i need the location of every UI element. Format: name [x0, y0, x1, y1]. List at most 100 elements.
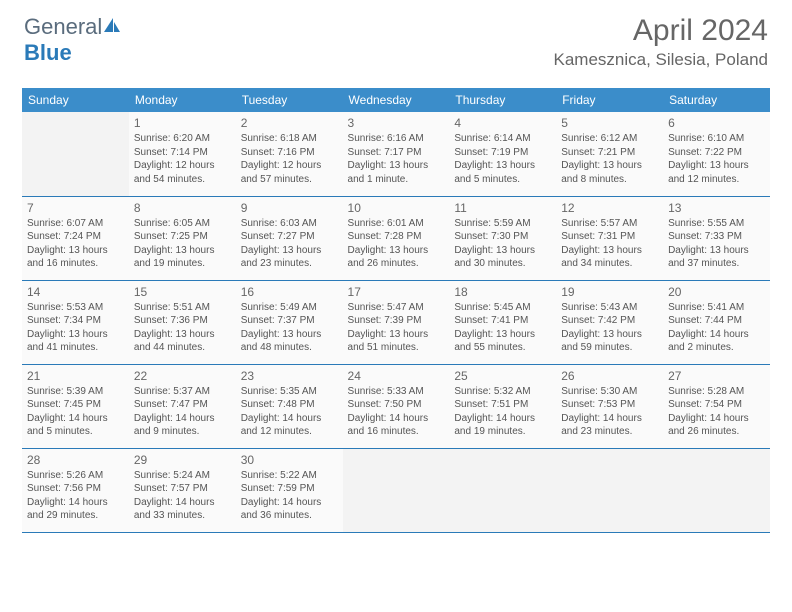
day-info-line: Sunset: 7:48 PM: [241, 398, 338, 412]
day-info-line: Daylight: 13 hours: [348, 244, 445, 258]
day-info-line: Sunset: 7:24 PM: [27, 230, 124, 244]
day-info-line: Daylight: 13 hours: [241, 244, 338, 258]
day-number: 2: [241, 115, 338, 131]
day-number: 17: [348, 284, 445, 300]
day-number: 1: [134, 115, 231, 131]
day-info-line: Daylight: 13 hours: [241, 328, 338, 342]
day-info-line: Sunrise: 6:03 AM: [241, 217, 338, 231]
calendar-day: 1Sunrise: 6:20 AMSunset: 7:14 PMDaylight…: [129, 112, 236, 196]
day-info-line: and 16 minutes.: [27, 257, 124, 271]
day-info-line: and 23 minutes.: [561, 425, 658, 439]
weekday-header: Sunday: [22, 88, 129, 112]
day-info-line: and 12 minutes.: [668, 173, 765, 187]
calendar-week: 21Sunrise: 5:39 AMSunset: 7:45 PMDayligh…: [22, 364, 770, 448]
logo-text: GeneralBlue: [24, 14, 122, 66]
calendar-day: 17Sunrise: 5:47 AMSunset: 7:39 PMDayligh…: [343, 280, 450, 364]
day-info-line: Daylight: 13 hours: [134, 328, 231, 342]
day-number: 4: [454, 115, 551, 131]
day-info-line: Daylight: 14 hours: [134, 412, 231, 426]
day-info-line: Sunrise: 5:32 AM: [454, 385, 551, 399]
day-info-line: Sunrise: 6:18 AM: [241, 132, 338, 146]
weekday-header: Friday: [556, 88, 663, 112]
calendar-day: 3Sunrise: 6:16 AMSunset: 7:17 PMDaylight…: [343, 112, 450, 196]
calendar-day: 19Sunrise: 5:43 AMSunset: 7:42 PMDayligh…: [556, 280, 663, 364]
calendar-day: 8Sunrise: 6:05 AMSunset: 7:25 PMDaylight…: [129, 196, 236, 280]
day-info-line: and 36 minutes.: [241, 509, 338, 523]
day-info-line: Sunset: 7:59 PM: [241, 482, 338, 496]
calendar-day: 2Sunrise: 6:18 AMSunset: 7:16 PMDaylight…: [236, 112, 343, 196]
day-info-line: Sunrise: 6:16 AM: [348, 132, 445, 146]
day-info-line: Daylight: 13 hours: [668, 159, 765, 173]
day-info-line: Sunrise: 6:20 AM: [134, 132, 231, 146]
calendar-day: 12Sunrise: 5:57 AMSunset: 7:31 PMDayligh…: [556, 196, 663, 280]
weekday-header: Wednesday: [343, 88, 450, 112]
day-number: 23: [241, 368, 338, 384]
calendar-day: 26Sunrise: 5:30 AMSunset: 7:53 PMDayligh…: [556, 364, 663, 448]
header: GeneralBlue April 2024 Kamesznica, Siles…: [0, 0, 792, 76]
day-info-line: Sunrise: 5:26 AM: [27, 469, 124, 483]
day-info-line: Daylight: 14 hours: [454, 412, 551, 426]
calendar-empty: [663, 448, 770, 532]
day-info-line: Daylight: 13 hours: [454, 159, 551, 173]
day-number: 20: [668, 284, 765, 300]
day-info-line: and 54 minutes.: [134, 173, 231, 187]
day-info-line: and 26 minutes.: [668, 425, 765, 439]
day-number: 28: [27, 452, 124, 468]
calendar-day: 11Sunrise: 5:59 AMSunset: 7:30 PMDayligh…: [449, 196, 556, 280]
day-number: 11: [454, 200, 551, 216]
calendar-day: 18Sunrise: 5:45 AMSunset: 7:41 PMDayligh…: [449, 280, 556, 364]
day-number: 29: [134, 452, 231, 468]
day-info-line: and 16 minutes.: [348, 425, 445, 439]
day-info-line: Sunset: 7:34 PM: [27, 314, 124, 328]
title-block: April 2024 Kamesznica, Silesia, Poland: [553, 14, 768, 70]
day-info-line: Sunrise: 5:51 AM: [134, 301, 231, 315]
day-info-line: and 5 minutes.: [27, 425, 124, 439]
day-info-line: and 26 minutes.: [348, 257, 445, 271]
day-info-line: Daylight: 14 hours: [668, 328, 765, 342]
calendar-empty: [556, 448, 663, 532]
day-number: 8: [134, 200, 231, 216]
day-info-line: and 34 minutes.: [561, 257, 658, 271]
day-info-line: Sunset: 7:36 PM: [134, 314, 231, 328]
day-info-line: Daylight: 14 hours: [668, 412, 765, 426]
calendar-day: 28Sunrise: 5:26 AMSunset: 7:56 PMDayligh…: [22, 448, 129, 532]
day-number: 13: [668, 200, 765, 216]
day-info-line: Sunset: 7:45 PM: [27, 398, 124, 412]
day-info-line: and 29 minutes.: [27, 509, 124, 523]
day-info-line: Daylight: 13 hours: [668, 244, 765, 258]
day-number: 22: [134, 368, 231, 384]
day-info-line: Sunrise: 5:45 AM: [454, 301, 551, 315]
day-number: 26: [561, 368, 658, 384]
day-number: 18: [454, 284, 551, 300]
page-title: April 2024: [553, 14, 768, 48]
day-info-line: Daylight: 14 hours: [241, 412, 338, 426]
weekday-row: SundayMondayTuesdayWednesdayThursdayFrid…: [22, 88, 770, 112]
day-info-line: Daylight: 14 hours: [241, 496, 338, 510]
day-info-line: and 19 minutes.: [454, 425, 551, 439]
day-info-line: Sunrise: 5:37 AM: [134, 385, 231, 399]
calendar-day: 9Sunrise: 6:03 AMSunset: 7:27 PMDaylight…: [236, 196, 343, 280]
day-info-line: Sunset: 7:54 PM: [668, 398, 765, 412]
day-info-line: Sunrise: 6:07 AM: [27, 217, 124, 231]
day-info-line: Sunset: 7:41 PM: [454, 314, 551, 328]
day-info-line: Daylight: 13 hours: [561, 328, 658, 342]
day-number: 7: [27, 200, 124, 216]
day-number: 10: [348, 200, 445, 216]
day-info-line: Sunrise: 5:41 AM: [668, 301, 765, 315]
day-info-line: and 59 minutes.: [561, 341, 658, 355]
calendar-head: SundayMondayTuesdayWednesdayThursdayFrid…: [22, 88, 770, 112]
calendar-day: 14Sunrise: 5:53 AMSunset: 7:34 PMDayligh…: [22, 280, 129, 364]
day-number: 27: [668, 368, 765, 384]
calendar-body: 1Sunrise: 6:20 AMSunset: 7:14 PMDaylight…: [22, 112, 770, 532]
day-info-line: and 48 minutes.: [241, 341, 338, 355]
day-info-line: Sunrise: 5:57 AM: [561, 217, 658, 231]
day-info-line: and 8 minutes.: [561, 173, 658, 187]
day-info-line: Sunset: 7:47 PM: [134, 398, 231, 412]
day-info-line: and 33 minutes.: [134, 509, 231, 523]
day-number: 24: [348, 368, 445, 384]
day-info-line: Sunset: 7:31 PM: [561, 230, 658, 244]
weekday-header: Saturday: [663, 88, 770, 112]
weekday-header: Monday: [129, 88, 236, 112]
weekday-header: Thursday: [449, 88, 556, 112]
day-info-line: Daylight: 13 hours: [134, 244, 231, 258]
